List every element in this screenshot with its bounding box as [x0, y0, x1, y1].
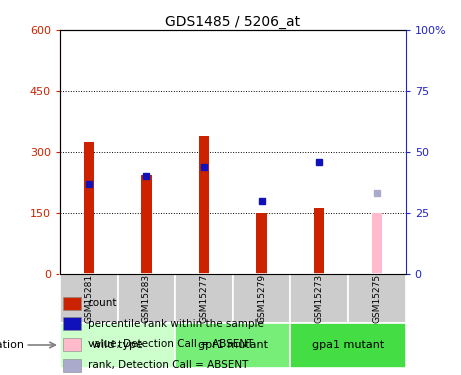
Text: wild type: wild type	[92, 340, 143, 350]
Text: count: count	[88, 298, 117, 308]
FancyBboxPatch shape	[348, 274, 406, 322]
Bar	[64, 317, 81, 330]
Bar	[314, 207, 325, 274]
Text: value, Detection Call = ABSENT: value, Detection Call = ABSENT	[88, 339, 253, 350]
Text: GSM15277: GSM15277	[200, 274, 208, 322]
FancyBboxPatch shape	[60, 274, 118, 322]
FancyBboxPatch shape	[233, 274, 290, 322]
Text: genotype/variation: genotype/variation	[0, 340, 24, 350]
FancyBboxPatch shape	[175, 322, 290, 368]
FancyBboxPatch shape	[118, 274, 175, 322]
Text: GSM15283: GSM15283	[142, 274, 151, 322]
FancyBboxPatch shape	[175, 274, 233, 322]
Text: GSM15281: GSM15281	[84, 274, 93, 322]
Bar	[256, 213, 267, 274]
Text: gpr1 mutant: gpr1 mutant	[198, 340, 268, 350]
FancyBboxPatch shape	[290, 274, 348, 322]
FancyBboxPatch shape	[290, 322, 406, 368]
Text: GSM15275: GSM15275	[372, 274, 381, 322]
Text: GSM15279: GSM15279	[257, 274, 266, 322]
FancyBboxPatch shape	[60, 322, 175, 368]
Bar	[83, 142, 94, 274]
Bar	[64, 358, 81, 372]
Bar	[64, 338, 81, 351]
Bar	[141, 176, 152, 274]
Text: percentile rank within the sample: percentile rank within the sample	[88, 319, 264, 329]
Bar	[372, 213, 382, 274]
Bar	[64, 297, 81, 310]
Text: rank, Detection Call = ABSENT: rank, Detection Call = ABSENT	[88, 360, 248, 370]
Title: GDS1485 / 5206_at: GDS1485 / 5206_at	[165, 15, 301, 29]
Bar	[199, 136, 209, 274]
Text: gpa1 mutant: gpa1 mutant	[312, 340, 384, 350]
Text: GSM15273: GSM15273	[315, 274, 324, 322]
